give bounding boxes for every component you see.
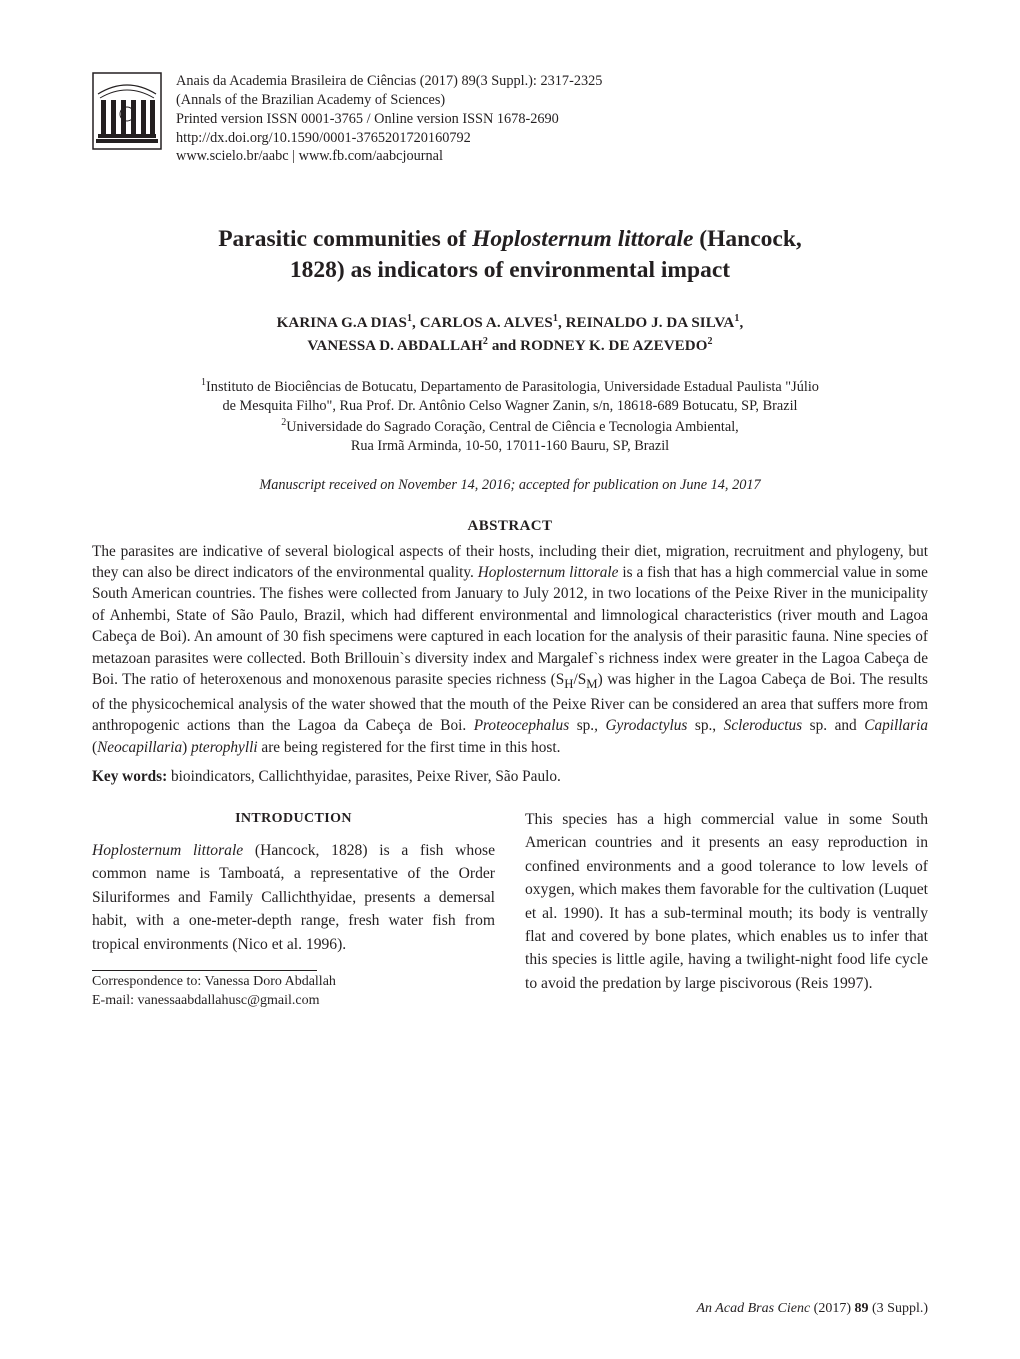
footer-journal: An Acad Bras Cienc	[697, 1301, 811, 1316]
abstract-species-7: pterophylli	[191, 739, 258, 756]
author-4: VANESSA D. ABDALLAH	[307, 338, 482, 354]
header-urls: www.scielo.br/aabc | www.fb.com/aabcjour…	[176, 147, 602, 166]
intro-species: Hoplosternum littorale	[92, 842, 243, 859]
abstract-species-6: Neocapillaria	[97, 739, 182, 756]
section-heading-introduction: INTRODUCTION	[92, 808, 495, 829]
abstract-heading: ABSTRACT	[92, 518, 928, 535]
abstract-text-9: )	[182, 739, 191, 756]
title-species: Hoplosternum littorale	[472, 226, 693, 252]
intro-paragraph-right: This species has a high commercial value…	[525, 808, 928, 995]
affiliation-2: 2Universidade do Sagrado Coração, Centra…	[115, 416, 905, 456]
manuscript-dates: Manuscript received on November 14, 2016…	[92, 477, 928, 494]
authors-line-2: VANESSA D. ABDALLAH 2 and RODNEY K. DE AZ…	[92, 335, 928, 358]
header-line-3: Printed version ISSN 0001-3765 / Online …	[176, 110, 602, 129]
title-line-2: 1828) as indicators of environmental imp…	[290, 257, 730, 283]
keywords-label: Key words:	[92, 768, 167, 785]
abstract-sub-h: H	[564, 677, 573, 691]
header-line-2: (Annals of the Brazilian Academy of Scie…	[176, 91, 602, 110]
title-part-2: (Hancock,	[693, 226, 801, 252]
footer-year: (2017)	[810, 1301, 854, 1316]
author-5-affil: 2	[707, 336, 712, 347]
author-1: KARINA G.A DIAS	[277, 315, 407, 331]
abstract-text-2: is a fish that has a high commercial val…	[92, 564, 928, 688]
journal-logo	[92, 72, 162, 150]
body-columns: INTRODUCTION Hoplosternum littorale (Han…	[92, 808, 928, 1011]
abstract-text-10: are being registered for the first time …	[258, 739, 561, 756]
footer-volume: 89	[855, 1301, 869, 1316]
affiliations: 1Instituto de Biociências de Botucatu, D…	[115, 376, 905, 457]
affil-1-line-2: de Mesquita Filho", Rua Prof. Dr. Antôni…	[222, 398, 797, 414]
abstract-sub-m: M	[586, 677, 597, 691]
author-2: , CARLOS A. ALVES	[412, 315, 553, 331]
keywords: Key words: bioindicators, Callichthyidae…	[92, 768, 928, 786]
footer: An Acad Bras Cienc (2017) 89 (3 Suppl.)	[697, 1301, 929, 1317]
correspondence-rule	[92, 970, 317, 971]
abstract-species-2: Proteocephalus	[474, 717, 569, 734]
abstract-text-6: sp.,	[687, 717, 723, 734]
header-doi: http://dx.doi.org/10.1590/0001-376520172…	[176, 129, 602, 148]
abstract-species-4: Scleroductus	[724, 717, 802, 734]
title-block: Parasitic communities of Hoplosternum li…	[150, 224, 870, 286]
correspondence: Correspondence to: Vanessa Doro Abdallah…	[92, 973, 495, 1011]
right-column: This species has a high commercial value…	[525, 808, 928, 1011]
article-title: Parasitic communities of Hoplosternum li…	[150, 224, 870, 286]
abstract-body: The parasites are indicative of several …	[92, 541, 928, 759]
correspondence-email: E-mail: vanessaabdallahusc@gmail.com	[92, 992, 495, 1011]
header-meta: Anais da Academia Brasileira de Ciências…	[176, 72, 602, 166]
author-3: , REINALDO J. DA SILVA	[558, 315, 734, 331]
abstract-text-5: sp.	[569, 717, 594, 734]
intro-paragraph-left: Hoplosternum littorale (Hancock, 1828) i…	[92, 839, 495, 956]
abstract-species-5: Capillaria	[864, 717, 928, 734]
header-line-1: Anais da Academia Brasileira de Ciências…	[176, 72, 602, 91]
affiliation-1: 1Instituto de Biociências de Botucatu, D…	[115, 376, 905, 416]
authors-line-1: KARINA G.A DIAS1, CARLOS A. ALVES1, REIN…	[92, 312, 928, 335]
left-column: INTRODUCTION Hoplosternum littorale (Han…	[92, 808, 495, 1011]
authors: KARINA G.A DIAS1, CARLOS A. ALVES1, REIN…	[92, 312, 928, 358]
author-sep: ,	[739, 315, 743, 331]
affil-2-line-2: Rua Irmã Arminda, 10-50, 17011-160 Bauru…	[351, 438, 669, 454]
correspondence-name: Correspondence to: Vanessa Doro Abdallah	[92, 973, 495, 992]
page: Anais da Academia Brasileira de Ciências…	[0, 0, 1020, 1359]
footer-issue: (3 Suppl.)	[869, 1301, 929, 1316]
affil-2-line-1: Universidade do Sagrado Coração, Central…	[286, 419, 739, 435]
abstract-text-3: /S	[574, 671, 587, 688]
abstract-species-1: Hoplosternum littorale	[478, 564, 619, 581]
header-row: Anais da Academia Brasileira de Ciências…	[92, 72, 928, 166]
keywords-text: bioindicators, Callichthyidae, parasites…	[167, 768, 561, 785]
title-part-1: Parasitic communities of	[218, 226, 472, 252]
abstract-text-7: sp. and	[802, 717, 864, 734]
author-5: and RODNEY K. DE AZEVEDO	[488, 338, 708, 354]
abstract-species-3: , Gyrodactylus	[594, 717, 687, 734]
affil-1-line-1: Instituto de Biociências de Botucatu, De…	[206, 379, 819, 395]
